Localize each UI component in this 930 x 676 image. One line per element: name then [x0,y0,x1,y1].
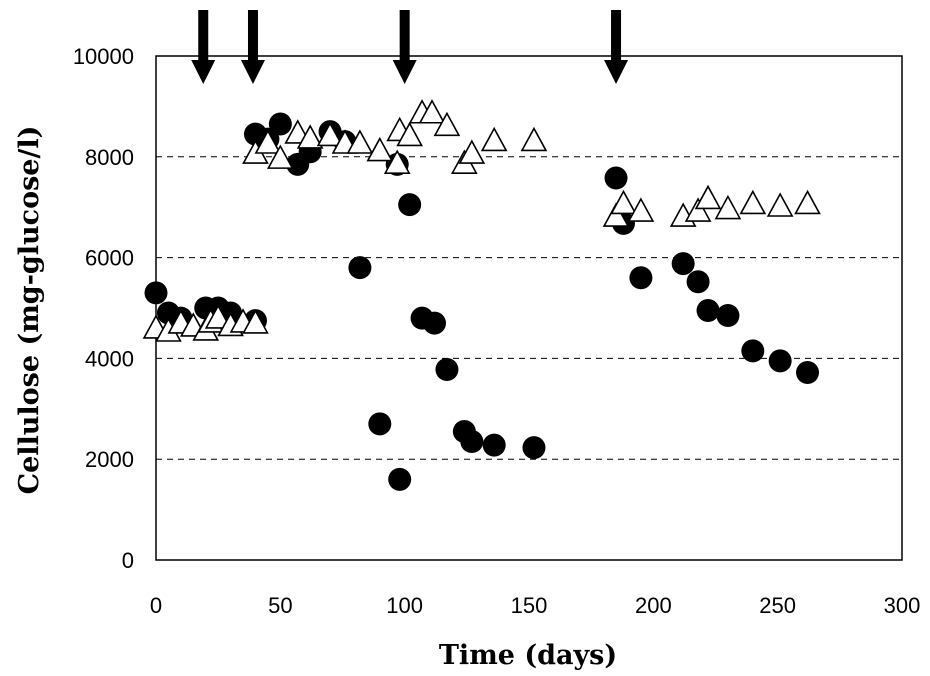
y-tick-label: 8000 [85,145,134,170]
y-tick-label: 0 [122,548,134,573]
circle-data-point [368,412,392,436]
down-arrow-icon [191,10,216,84]
x-tick-label: 150 [511,593,548,618]
triangle-data-point [383,149,411,174]
x-tick-label: 200 [635,593,672,618]
x-tick-label: 50 [268,593,292,618]
y-tick-label: 4000 [85,346,134,371]
triangle-data-point [458,139,486,164]
plot-area-frame [155,55,903,561]
y-tick-label: 2000 [85,447,134,472]
circle-data-point [696,299,720,323]
triangle-data-point [520,126,548,152]
triangle-data-point [714,194,742,220]
x-tick-label: 0 [150,593,162,618]
y-axis-label: Cellulose (mg-glucose/l) [14,126,45,495]
triangle-data-point [296,124,324,149]
circle-data-point [460,430,484,454]
circle-data-point [482,433,506,457]
down-arrow-icon [392,10,417,84]
circle-data-point [388,467,412,491]
triangle-data-point [433,111,461,137]
y-axis-tick-labels: 0 2000 4000 6000 8000 10000 [73,44,134,573]
triangle-data-point [480,126,508,152]
circle-data-point [741,339,765,363]
gridlines [156,156,902,460]
y-tick-label: 6000 [85,246,134,271]
triangle-data-point [266,144,294,169]
addition-arrows [191,10,629,84]
triangle-data-point [694,184,722,210]
triangle-data-point [204,304,232,329]
down-arrow-icon [604,10,629,84]
circle-data-point [435,357,459,381]
circle-data-point [144,281,168,305]
triangle-data-point [627,197,655,222]
circle-data-point [604,166,628,190]
x-tick-label: 300 [884,593,921,618]
circle-data-point [671,252,695,276]
x-axis-label: Time (days) [439,640,617,671]
triangle-data-point [794,189,821,215]
triangle-data-point [254,129,282,154]
triangle-data-point [602,202,630,227]
triangle-data-point [418,99,446,124]
triangle-data-point [396,121,423,147]
triangle-data-point [316,121,344,147]
circle-data-point [423,311,447,335]
circle-data-point [686,270,710,294]
circle-data-point [796,361,820,385]
circle-data-point [348,256,372,280]
x-tick-label: 100 [386,593,423,618]
circle-data-point [768,349,792,373]
triangle-data-point [346,129,374,154]
data-points [142,99,821,491]
circle-data-point [398,193,422,217]
circle-data-point [522,436,546,460]
circle-data-point [716,304,740,328]
circle-data-point [629,266,653,290]
x-axis-tick-labels: 0 50 100 150 200 250 300 [150,593,920,618]
y-tick-label: 10000 [73,44,134,69]
triangle-data-point [766,192,794,217]
triangle-data-point [366,136,394,162]
triangle-data-point [739,189,767,215]
triangle-data-point [610,189,637,215]
triangle-data-point [242,309,269,334]
down-arrow-icon [240,10,265,84]
x-tick-label: 250 [759,593,796,618]
circle-data-point [268,112,292,136]
triangle-data-point [684,197,712,222]
